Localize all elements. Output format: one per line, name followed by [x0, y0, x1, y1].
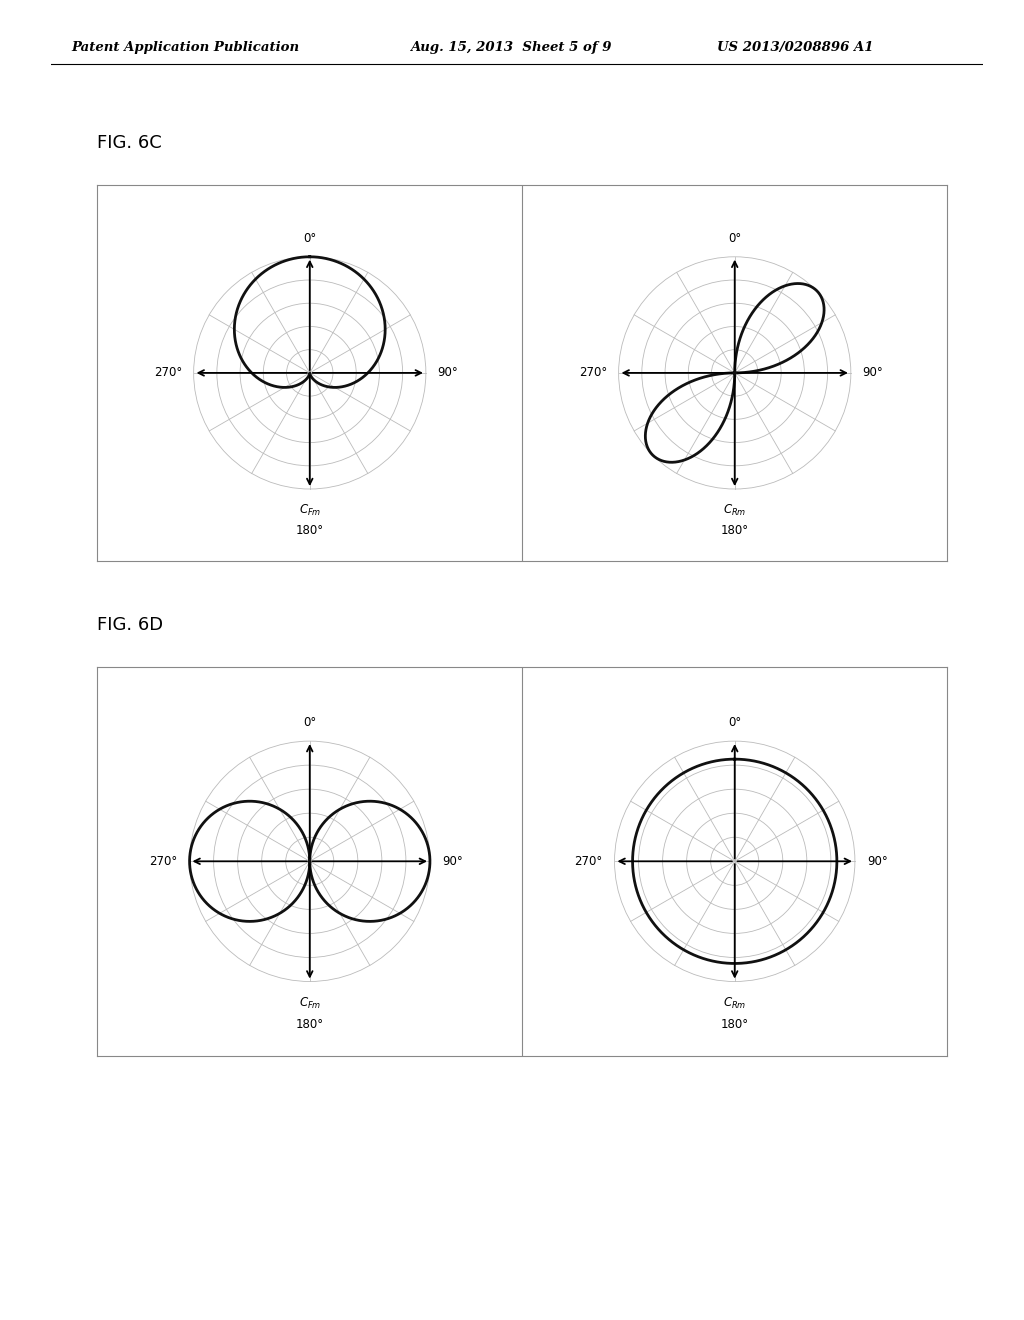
Text: 0°: 0° — [303, 715, 316, 729]
Text: 180°: 180° — [721, 1018, 749, 1031]
Text: $C_{Fm}$: $C_{Fm}$ — [299, 503, 321, 517]
Text: 270°: 270° — [579, 367, 607, 379]
Text: Patent Application Publication: Patent Application Publication — [72, 41, 300, 54]
Text: 180°: 180° — [721, 524, 749, 537]
Text: FIG. 6D: FIG. 6D — [97, 615, 164, 634]
Text: 0°: 0° — [303, 232, 316, 246]
Text: FIG. 6C: FIG. 6C — [97, 133, 162, 152]
Text: 270°: 270° — [154, 367, 182, 379]
Text: 180°: 180° — [296, 1018, 324, 1031]
Text: 270°: 270° — [574, 855, 602, 867]
Text: $C_{Fm}$: $C_{Fm}$ — [299, 995, 321, 1011]
Text: 90°: 90° — [437, 367, 458, 379]
Text: US 2013/0208896 A1: US 2013/0208896 A1 — [717, 41, 873, 54]
Text: Aug. 15, 2013  Sheet 5 of 9: Aug. 15, 2013 Sheet 5 of 9 — [410, 41, 611, 54]
Text: 90°: 90° — [442, 855, 463, 867]
Text: 180°: 180° — [296, 524, 324, 537]
Text: $C_{Rm}$: $C_{Rm}$ — [723, 995, 746, 1011]
Text: 90°: 90° — [862, 367, 883, 379]
Text: 270°: 270° — [150, 855, 177, 867]
Text: 0°: 0° — [728, 232, 741, 246]
Text: $C_{Rm}$: $C_{Rm}$ — [723, 503, 746, 517]
Text: 0°: 0° — [728, 715, 741, 729]
Text: 90°: 90° — [867, 855, 888, 867]
